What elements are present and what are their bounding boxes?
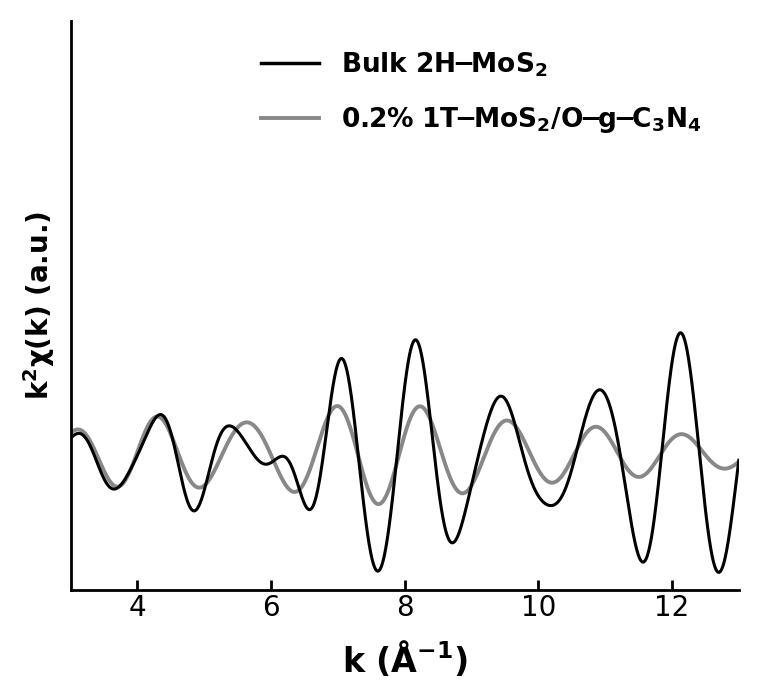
X-axis label: $\bf{k\ (\AA^{-1})}$: $\bf{k\ (\AA^{-1})}$ (342, 639, 467, 679)
Y-axis label: $\mathbf{k^2\chi(k)}$ (a.u.): $\mathbf{k^2\chi(k)}$ (a.u.) (21, 211, 57, 400)
Legend: $\bf{Bulk\ 2H\!\!-\!\!MoS_2}$, $\bf{0.2\%\ 1T\!\!-\!\!MoS_2/O\!\!-\!\!g\!\!-\!\!: $\bf{Bulk\ 2H\!\!-\!\!MoS_2}$, $\bf{0.2\… (251, 40, 711, 146)
